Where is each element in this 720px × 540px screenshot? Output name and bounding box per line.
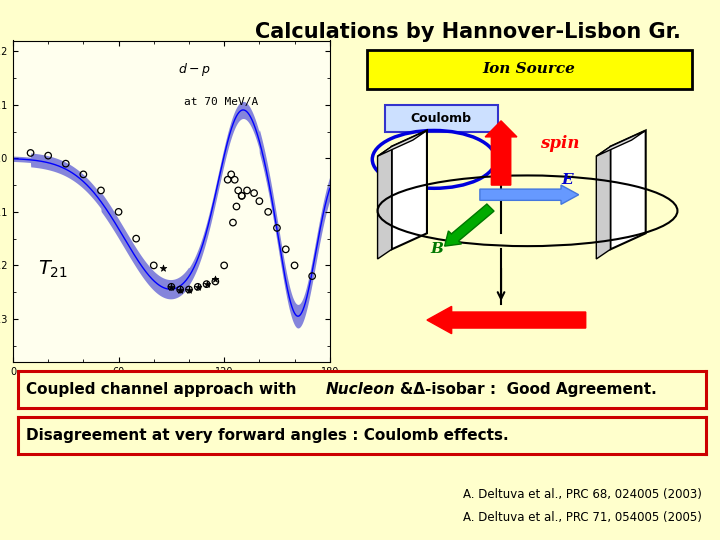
- Text: B: B: [431, 242, 444, 256]
- Point: [236, 192, 248, 200]
- Point: [192, 282, 204, 291]
- Point: [230, 202, 242, 211]
- Point: [130, 234, 142, 243]
- Point: [262, 207, 274, 216]
- Point: [210, 274, 221, 283]
- Point: [60, 159, 71, 168]
- Point: [24, 148, 36, 157]
- Text: A. Deltuva et al., PRC 68, 024005 (2003): A. Deltuva et al., PRC 68, 024005 (2003): [463, 488, 702, 501]
- Point: [174, 285, 186, 294]
- Text: at 70 MeV/A: at 70 MeV/A: [184, 97, 258, 107]
- FancyArrow shape: [480, 185, 579, 204]
- Point: [201, 280, 212, 288]
- Point: [174, 285, 186, 294]
- Polygon shape: [392, 131, 427, 249]
- Point: [157, 264, 168, 272]
- FancyArrow shape: [445, 204, 494, 246]
- Text: Coupled channel approach with: Coupled channel approach with: [26, 382, 302, 397]
- Point: [280, 245, 292, 254]
- Point: [201, 280, 212, 288]
- Point: [241, 186, 253, 195]
- Point: [271, 224, 283, 232]
- Point: [225, 170, 237, 179]
- FancyArrow shape: [427, 306, 586, 334]
- FancyBboxPatch shape: [384, 105, 498, 132]
- Point: [289, 261, 300, 269]
- Text: Ion Source: Ion Source: [483, 63, 576, 77]
- X-axis label: $\theta_{\rm c.m.}\ [\rm deg]$: $\theta_{\rm c.m.}\ [\rm deg]$: [140, 382, 202, 396]
- Text: &Δ-isobar :  Good Agreement.: &Δ-isobar : Good Agreement.: [400, 382, 657, 397]
- FancyArrow shape: [485, 121, 517, 185]
- Point: [95, 186, 107, 195]
- Point: [148, 261, 160, 269]
- Point: [183, 285, 194, 294]
- Point: [192, 282, 204, 291]
- Text: spin: spin: [540, 135, 580, 152]
- Point: [218, 261, 230, 269]
- Point: [307, 272, 318, 280]
- Polygon shape: [377, 131, 427, 156]
- Text: E: E: [561, 173, 572, 187]
- Point: [166, 282, 177, 291]
- Point: [210, 277, 221, 286]
- Point: [222, 176, 233, 184]
- Point: [42, 151, 54, 160]
- Point: [253, 197, 265, 205]
- Polygon shape: [596, 131, 646, 156]
- Text: A. Deltuva et al., PRC 71, 054005 (2005): A. Deltuva et al., PRC 71, 054005 (2005): [463, 511, 702, 524]
- Point: [233, 186, 244, 195]
- Point: [229, 176, 240, 184]
- Polygon shape: [377, 146, 392, 259]
- Point: [113, 207, 125, 216]
- Polygon shape: [611, 131, 646, 249]
- Text: Coulomb: Coulomb: [410, 112, 472, 125]
- Point: [248, 189, 260, 198]
- Text: $T_{21}$: $T_{21}$: [38, 259, 68, 280]
- Point: [236, 192, 248, 200]
- Point: [228, 218, 239, 227]
- FancyBboxPatch shape: [367, 50, 692, 89]
- Point: [78, 170, 89, 179]
- Text: Calculations by Hannover-Lisbon Gr.: Calculations by Hannover-Lisbon Gr.: [255, 22, 681, 42]
- Text: Disagreement at very forward angles : Coulomb effects.: Disagreement at very forward angles : Co…: [26, 428, 509, 443]
- Point: [166, 282, 177, 291]
- Point: [183, 285, 194, 294]
- Text: $d-p$: $d-p$: [178, 60, 210, 78]
- Text: Nucleon: Nucleon: [326, 382, 396, 397]
- Polygon shape: [596, 146, 611, 259]
